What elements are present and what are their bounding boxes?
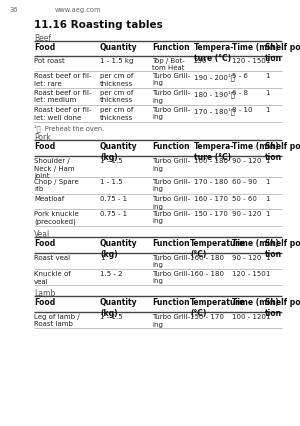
Text: Roast beef or fil-
let: rare: Roast beef or fil- let: rare: [34, 73, 92, 86]
Text: 1 - 1.5: 1 - 1.5: [100, 314, 123, 320]
Text: Pork: Pork: [34, 133, 51, 142]
Text: Function: Function: [152, 142, 190, 151]
Text: 1: 1: [265, 211, 269, 217]
Text: 150 - 170: 150 - 170: [190, 314, 224, 320]
Text: 100 - 120: 100 - 120: [232, 314, 266, 320]
Text: 1: 1: [265, 314, 269, 320]
Text: Roast veal: Roast veal: [34, 255, 70, 261]
Text: 160 - 180: 160 - 180: [194, 158, 228, 164]
Text: 230: 230: [194, 58, 207, 64]
Text: Temperature
(°C): Temperature (°C): [190, 239, 245, 259]
Text: 1: 1: [265, 73, 269, 79]
Text: 1: 1: [265, 196, 269, 202]
Text: 160 - 180: 160 - 180: [190, 255, 224, 261]
Text: 170 - 180: 170 - 180: [194, 179, 228, 185]
Text: Quantity
(kg): Quantity (kg): [100, 239, 138, 259]
Text: 120 - 150: 120 - 150: [232, 58, 266, 64]
Text: 0.75 - 1: 0.75 - 1: [100, 196, 127, 202]
Text: 1: 1: [265, 90, 269, 96]
Text: 1: 1: [265, 255, 269, 261]
Text: www.aeg.com: www.aeg.com: [55, 7, 101, 13]
Text: Turbo Grill-
ing: Turbo Grill- ing: [152, 255, 190, 268]
Text: 150 - 170: 150 - 170: [194, 211, 228, 217]
Text: 90 - 120: 90 - 120: [232, 255, 261, 261]
Text: 6 - 8: 6 - 8: [232, 90, 248, 96]
Text: Turbo Grill-
ing: Turbo Grill- ing: [152, 90, 190, 104]
Text: Shelf posi-
tion: Shelf posi- tion: [265, 142, 300, 162]
Text: 1: 1: [265, 158, 269, 164]
Text: 60 - 90: 60 - 90: [232, 179, 257, 185]
Text: ¹⧸  Preheat the oven.: ¹⧸ Preheat the oven.: [34, 124, 104, 132]
Text: per cm of
thickness: per cm of thickness: [100, 107, 134, 121]
Text: Turbo Grill-
ing: Turbo Grill- ing: [152, 196, 190, 210]
Text: 8 - 10: 8 - 10: [232, 107, 253, 113]
Text: Pot roast: Pot roast: [34, 58, 65, 64]
Text: Quantity
(kg): Quantity (kg): [100, 298, 138, 318]
Text: Food: Food: [34, 142, 55, 151]
Text: Time (min): Time (min): [232, 142, 279, 151]
Text: 160 - 170: 160 - 170: [194, 196, 228, 202]
Text: Chop / Spare
rib: Chop / Spare rib: [34, 179, 79, 193]
Text: Shoulder /
Neck / Ham
joint: Shoulder / Neck / Ham joint: [34, 158, 75, 179]
Text: 1: 1: [265, 107, 269, 113]
Text: Lamb: Lamb: [34, 289, 55, 298]
Text: Turbo Grill-
ing: Turbo Grill- ing: [152, 271, 190, 285]
Text: Shelf posi-
tion: Shelf posi- tion: [265, 43, 300, 63]
Text: Food: Food: [34, 43, 55, 52]
Text: 1: 1: [265, 58, 269, 64]
Text: Roast beef or fil-
let: medium: Roast beef or fil- let: medium: [34, 90, 92, 104]
Text: 1 - 1.5: 1 - 1.5: [100, 179, 123, 185]
Text: 36: 36: [10, 7, 18, 13]
Text: 50 - 60: 50 - 60: [232, 196, 257, 202]
Text: Tempera-
ture (°C): Tempera- ture (°C): [194, 142, 234, 162]
Text: 160 - 180: 160 - 180: [190, 271, 224, 277]
Text: 1: 1: [265, 271, 269, 277]
Text: Beef: Beef: [34, 34, 51, 43]
Text: 1: 1: [100, 255, 104, 261]
Text: Shelf posi-
tion: Shelf posi- tion: [265, 239, 300, 259]
Text: 1 - 1.5: 1 - 1.5: [100, 158, 123, 164]
Text: 1 - 1.5 kg: 1 - 1.5 kg: [100, 58, 134, 64]
Text: Temperature
(°C): Temperature (°C): [190, 298, 245, 318]
Text: Food: Food: [34, 298, 55, 307]
Text: 180 - 190¹⧸: 180 - 190¹⧸: [194, 90, 235, 98]
Text: Function: Function: [152, 43, 190, 52]
Text: Time (min): Time (min): [232, 298, 279, 307]
Text: Quantity: Quantity: [100, 43, 138, 52]
Text: 120 - 150: 120 - 150: [232, 271, 266, 277]
Text: Time (min): Time (min): [232, 239, 279, 248]
Text: 90 - 120: 90 - 120: [232, 211, 261, 217]
Text: Meatloaf: Meatloaf: [34, 196, 64, 202]
Text: Turbo Grill-
ing: Turbo Grill- ing: [152, 211, 190, 225]
Text: Function: Function: [152, 298, 190, 307]
Text: 11.16 Roasting tables: 11.16 Roasting tables: [34, 20, 163, 30]
Text: Food: Food: [34, 239, 55, 248]
Text: per cm of
thickness: per cm of thickness: [100, 90, 134, 104]
Text: Quantity
(kg): Quantity (kg): [100, 142, 138, 162]
Text: 90 - 120: 90 - 120: [232, 158, 261, 164]
Text: Top / Bot-
tom Heat: Top / Bot- tom Heat: [152, 58, 185, 72]
Text: Roast beef or fil-
let: well done: Roast beef or fil- let: well done: [34, 107, 92, 121]
Text: Leg of lamb /
Roast lamb: Leg of lamb / Roast lamb: [34, 314, 80, 328]
Text: 0.75 - 1: 0.75 - 1: [100, 211, 127, 217]
Text: 190 - 200¹⧸: 190 - 200¹⧸: [194, 73, 235, 81]
Text: 1.5 - 2: 1.5 - 2: [100, 271, 122, 277]
Text: Veal: Veal: [34, 230, 50, 239]
Text: Pork knuckle
(precooked): Pork knuckle (precooked): [34, 211, 79, 225]
Text: Turbo Grill-
ing: Turbo Grill- ing: [152, 107, 190, 121]
Text: Shelf posi-
tion: Shelf posi- tion: [265, 298, 300, 318]
Text: Turbo Grill-
ing: Turbo Grill- ing: [152, 73, 190, 86]
Text: Turbo Grill-
ing: Turbo Grill- ing: [152, 158, 190, 172]
Text: per cm of
thickness: per cm of thickness: [100, 73, 134, 86]
Text: Tempera-
ture (°C): Tempera- ture (°C): [194, 43, 234, 63]
Text: 5 - 6: 5 - 6: [232, 73, 248, 79]
Text: Knuckle of
veal: Knuckle of veal: [34, 271, 71, 285]
Text: Turbo Grill-
ing: Turbo Grill- ing: [152, 314, 190, 328]
Text: Turbo Grill-
ing: Turbo Grill- ing: [152, 179, 190, 193]
Text: 170 - 180¹⧸: 170 - 180¹⧸: [194, 107, 235, 115]
Text: 1: 1: [265, 179, 269, 185]
Text: Function: Function: [152, 239, 190, 248]
Text: Time (min): Time (min): [232, 43, 279, 52]
